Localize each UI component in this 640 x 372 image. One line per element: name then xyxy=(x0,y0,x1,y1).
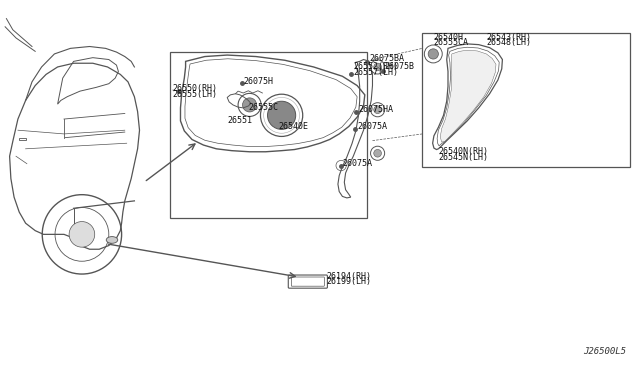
Text: 26075BA: 26075BA xyxy=(370,54,405,63)
Circle shape xyxy=(374,106,381,113)
Text: 26555C: 26555C xyxy=(248,103,278,112)
Text: 26075HA: 26075HA xyxy=(358,105,394,114)
Text: J26500L5: J26500L5 xyxy=(583,347,626,356)
Text: 26545N(LH): 26545N(LH) xyxy=(438,153,488,162)
Circle shape xyxy=(428,49,438,59)
Text: 26555CA: 26555CA xyxy=(434,38,469,47)
Text: 26540N(RH): 26540N(RH) xyxy=(438,147,488,156)
Circle shape xyxy=(268,101,296,129)
Bar xyxy=(422,33,630,167)
Text: 26550(RH): 26550(RH) xyxy=(173,84,218,93)
Text: 26552(RH): 26552(RH) xyxy=(354,62,399,71)
Circle shape xyxy=(374,63,381,71)
Text: 26557(LH): 26557(LH) xyxy=(354,68,399,77)
Text: 26075A: 26075A xyxy=(342,159,372,168)
Text: 26075H: 26075H xyxy=(243,77,273,86)
Circle shape xyxy=(69,222,95,247)
Text: 26548(LH): 26548(LH) xyxy=(486,38,531,47)
Text: 26075B: 26075B xyxy=(384,62,414,71)
Circle shape xyxy=(374,150,381,157)
Text: 26555(LH): 26555(LH) xyxy=(173,90,218,99)
Text: 26543(RH): 26543(RH) xyxy=(486,33,531,42)
Text: 26075A: 26075A xyxy=(357,122,387,131)
Text: 26199(LH): 26199(LH) xyxy=(326,278,371,286)
Bar xyxy=(170,52,367,218)
Text: 26194(RH): 26194(RH) xyxy=(326,272,371,281)
Circle shape xyxy=(243,98,257,112)
Text: 26540E: 26540E xyxy=(278,122,308,131)
Text: 26551: 26551 xyxy=(227,116,252,125)
Text: 26540H: 26540H xyxy=(434,33,464,42)
Polygon shape xyxy=(440,50,496,142)
Ellipse shape xyxy=(106,237,118,243)
